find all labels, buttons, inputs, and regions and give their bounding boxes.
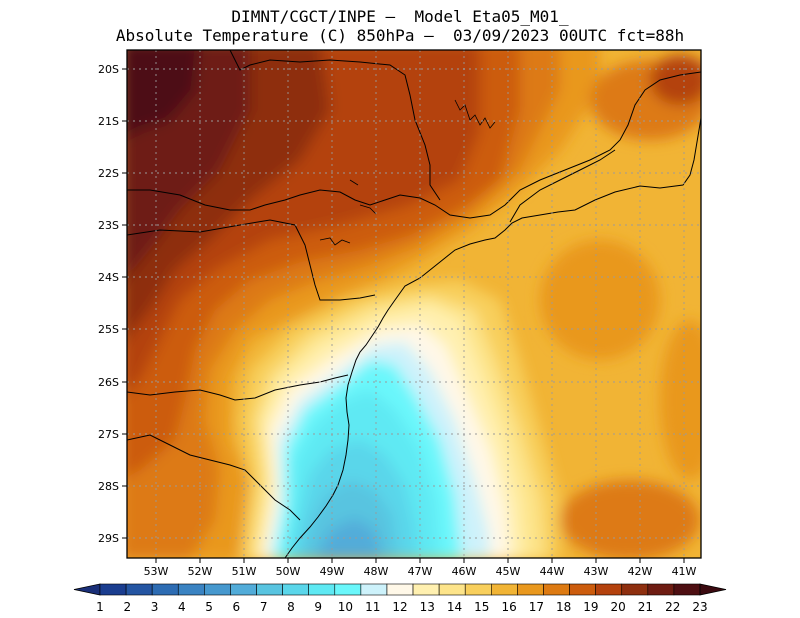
colorbar-label: 8 [287, 600, 295, 614]
map-frame [126, 49, 702, 559]
geography [127, 50, 701, 558]
colorbar-cell [412, 583, 440, 596]
colorbar-cell [177, 583, 205, 596]
colorbar-cell [490, 583, 518, 596]
lon-label-45w: 45W [496, 565, 521, 578]
colorbar-cell [256, 583, 283, 596]
colorbar-cell [673, 583, 701, 596]
colorbar-low-arrow [73, 583, 101, 596]
colorbar-cell [230, 583, 257, 596]
lat-ticks [122, 68, 127, 539]
lat-label-27s: 27S [98, 428, 119, 441]
lon-label-47w: 47W [408, 565, 433, 578]
lat-labels: 20S 21S 22S 23S 24S 25S 26S 27S 28S 29S [98, 63, 119, 545]
colorbar-label: 3 [151, 600, 159, 614]
lat-label-29s: 29S [98, 532, 119, 545]
lat-label-24s: 24S [98, 271, 119, 284]
colorbar-cell [125, 583, 153, 596]
colorbar-cell [386, 583, 414, 596]
colorbar-cell [99, 583, 127, 596]
colorbar-label: 5 [205, 600, 213, 614]
colorbar-label: 14 [447, 600, 462, 614]
colorbar-label: 15 [474, 600, 489, 614]
coastline [284, 117, 701, 558]
colorbar-cell [204, 583, 231, 596]
colorbar-cell [543, 583, 570, 596]
field-e-16 [660, 320, 701, 480]
state-border-mg-north [229, 50, 441, 201]
colorbar-label: 18 [556, 600, 571, 614]
colorbar-label: 4 [178, 600, 186, 614]
lon-label-46w: 46W [452, 565, 477, 578]
lon-label-43w: 43W [584, 565, 609, 578]
colorbar: 1 2 3 4 5 6 7 8 9 10 11 12 13 14 15 16 17 18 19 20 21 22 23 [73, 583, 727, 614]
colorbar-label: 22 [665, 600, 680, 614]
lon-label-53w: 53W [144, 565, 169, 578]
state-border-mg-rj [509, 149, 616, 223]
state-border-pr-sc [127, 374, 349, 401]
lat-label-28s: 28S [98, 480, 119, 493]
lon-label-49w: 49W [320, 565, 345, 578]
lon-label-50w: 50W [276, 565, 301, 578]
colorbar-cell [464, 583, 492, 596]
field-ne-18 [650, 55, 701, 105]
lat-label-26s: 26S [98, 376, 119, 389]
lat-label-25s: 25S [98, 323, 119, 336]
lon-label-44w: 44W [540, 565, 565, 578]
colorbar-cell [308, 583, 336, 596]
reservoir-rivers [319, 99, 496, 246]
colorbar-high-arrow [699, 583, 727, 596]
colorbar-cell [334, 583, 362, 596]
colorbar-cell [151, 583, 179, 596]
lat-label-22s: 22S [98, 167, 119, 180]
field-se-17 [560, 480, 700, 558]
temperature-field [127, 50, 701, 558]
colorbar-cell [595, 583, 623, 596]
colorbar-cell [621, 583, 649, 596]
colorbar-label: 20 [611, 600, 626, 614]
colorbar-cell [569, 583, 596, 596]
state-border-mg-sp [127, 71, 701, 219]
colorbar-label: 13 [420, 600, 435, 614]
colorbar-label: 1 [96, 600, 104, 614]
lon-label-41w: 41W [672, 565, 697, 578]
colorbar-cell [438, 583, 466, 596]
lon-labels: 53W 52W 51W 50W 49W 48W 47W 46W 45W 44W … [144, 565, 697, 578]
colorbar-label: 19 [583, 600, 598, 614]
colorbar-cell [517, 583, 544, 596]
field-se-16 [540, 240, 660, 360]
colorbar-cell [282, 583, 309, 596]
colorbar-label: 11 [365, 600, 380, 614]
lon-label-48w: 48W [364, 565, 389, 578]
colorbar-label: 17 [529, 600, 544, 614]
field-shading [127, 50, 701, 558]
state-border-sc-rs [127, 434, 301, 521]
colorbar-cell [360, 583, 388, 596]
lat-label-23s: 23S [98, 219, 119, 232]
colorbar-label: 12 [392, 600, 407, 614]
lon-label-42w: 42W [628, 565, 653, 578]
colorbar-cell [647, 583, 675, 596]
lon-ticks [155, 558, 685, 563]
colorbar-label: 10 [338, 600, 353, 614]
colorbar-label: 6 [233, 600, 241, 614]
colorbar-label: 21 [638, 600, 653, 614]
colorbar-label: 16 [501, 600, 516, 614]
field-23 [127, 50, 199, 137]
title-line-2: Absolute Temperature (C) 850hPa – 03/09/… [115, 26, 685, 45]
lat-label-21s: 21S [98, 115, 119, 128]
lon-label-52w: 52W [188, 565, 213, 578]
graticule [127, 50, 701, 558]
colorbar-label: 23 [692, 600, 707, 614]
colorbar-label: 9 [314, 600, 322, 614]
title-line-1: DIMNT/CGCT/INPE – Model Eta05_M01_ [231, 7, 569, 26]
lat-label-20s: 20S [98, 63, 119, 76]
lon-label-51w: 51W [232, 565, 257, 578]
colorbar-label: 7 [260, 600, 268, 614]
colorbar-label: 2 [123, 600, 131, 614]
